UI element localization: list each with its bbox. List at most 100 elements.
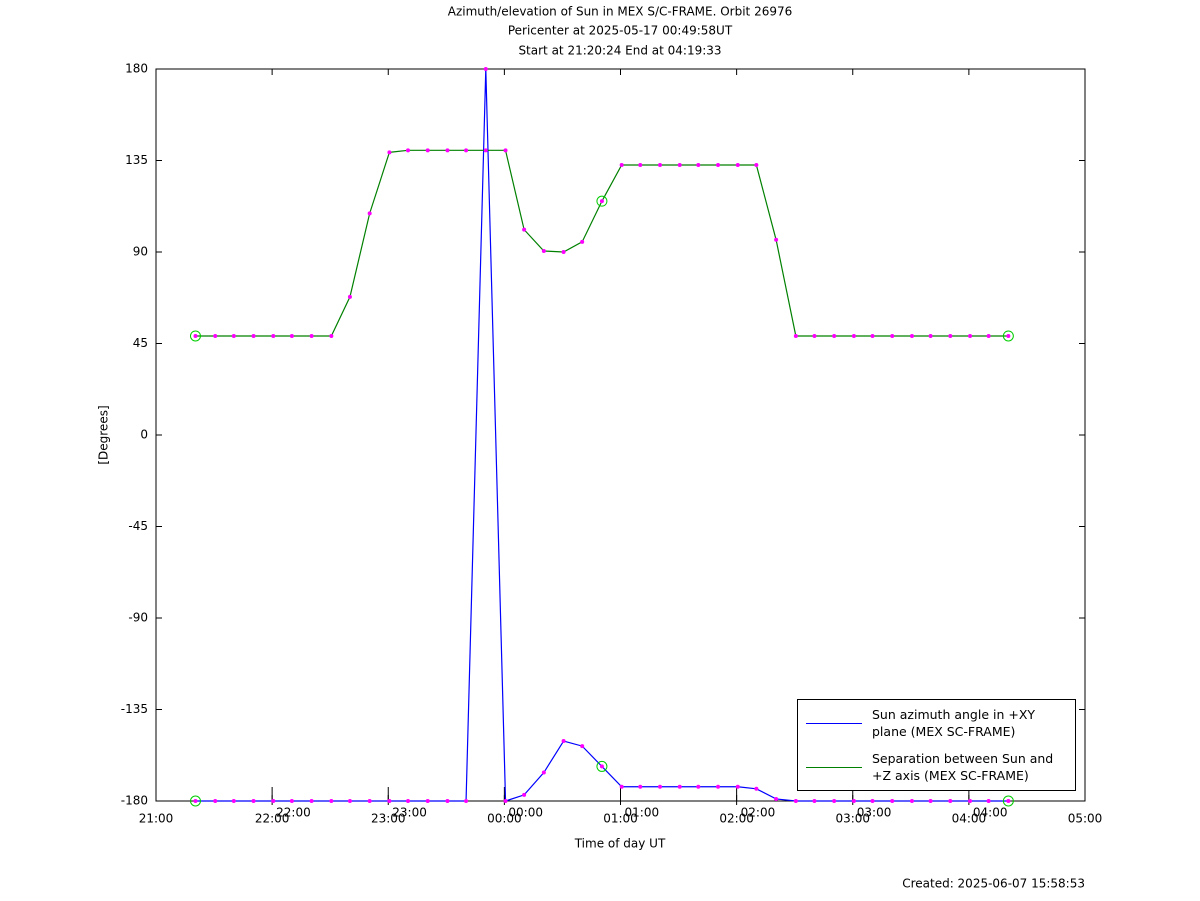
data-point xyxy=(289,333,294,338)
x-tick-label: 23:00 xyxy=(371,812,406,826)
data-point xyxy=(986,333,991,338)
data-point xyxy=(405,799,410,803)
data-point xyxy=(812,799,817,803)
data-point xyxy=(696,162,701,167)
data-point xyxy=(890,799,895,803)
data-point xyxy=(367,211,372,216)
data-point xyxy=(193,799,198,803)
data-point xyxy=(213,333,218,338)
data-point xyxy=(657,784,662,789)
x-tick-label: 00:00 xyxy=(487,812,522,826)
data-point xyxy=(851,799,856,803)
x-tick-label: 02:00 xyxy=(719,812,754,826)
data-point xyxy=(231,333,236,338)
data-point xyxy=(696,784,701,789)
y-tick-label: -180 xyxy=(121,794,148,808)
time-mark-label: 22:00 xyxy=(276,806,311,820)
data-point xyxy=(329,333,334,338)
time-mark-label: 23:00 xyxy=(392,806,427,820)
data-point xyxy=(948,799,953,803)
data-point xyxy=(774,237,779,242)
data-point xyxy=(561,250,566,254)
data-point xyxy=(1006,333,1011,338)
data-point xyxy=(716,162,721,167)
data-point xyxy=(387,150,392,155)
data-point xyxy=(193,333,198,338)
data-point xyxy=(251,799,256,803)
data-point xyxy=(735,784,740,789)
data-point xyxy=(541,248,546,253)
data-point xyxy=(522,227,527,232)
data-point xyxy=(425,799,430,803)
data-point xyxy=(405,148,410,153)
data-point xyxy=(347,799,352,803)
data-point xyxy=(968,799,973,803)
event-marker xyxy=(596,195,608,207)
x-tick-label: 22:00 xyxy=(255,812,290,826)
data-point xyxy=(213,799,218,803)
data-point xyxy=(832,799,837,803)
legend-entry: Sun azimuth angle in +XY plane (MEX SC-F… xyxy=(806,706,1071,740)
y-axis-label: [Degrees] xyxy=(97,405,111,464)
data-point xyxy=(464,148,469,153)
data-point xyxy=(541,770,546,775)
footer: Created: 2025-06-07 15:58:53 xyxy=(902,877,1085,891)
data-point xyxy=(735,162,740,167)
time-mark-label: 00:00 xyxy=(508,806,543,820)
data-point xyxy=(271,333,276,338)
data-point xyxy=(561,739,566,744)
data-point xyxy=(580,239,585,244)
data-point xyxy=(599,199,604,204)
data-point xyxy=(367,799,372,803)
data-point xyxy=(483,148,488,153)
data-point xyxy=(870,799,875,803)
data-point xyxy=(890,333,895,338)
data-point xyxy=(289,799,294,803)
event-marker xyxy=(596,760,608,772)
legend: Sun azimuth angle in +XY plane (MEX SC-F… xyxy=(797,699,1076,791)
data-point xyxy=(309,333,314,338)
data-point xyxy=(812,333,817,338)
data-point xyxy=(445,148,450,153)
x-tick-label: 03:00 xyxy=(835,812,870,826)
data-point xyxy=(677,784,682,789)
legend-swatch xyxy=(806,766,862,768)
y-tick-label: 180 xyxy=(125,62,148,76)
y-tick-label: 0 xyxy=(140,428,148,442)
data-point xyxy=(928,799,933,803)
time-mark-label: 02:00 xyxy=(741,806,776,820)
x-tick-label: 04:00 xyxy=(952,812,987,826)
y-tick-label: -45 xyxy=(128,519,148,533)
series-line xyxy=(195,68,1009,802)
chart-subtitle: Pericenter at 2025-05-17 00:49:58UT xyxy=(508,24,733,38)
data-point xyxy=(851,333,856,338)
data-point xyxy=(716,784,721,789)
data-point xyxy=(347,294,352,299)
data-point xyxy=(968,333,973,338)
data-point xyxy=(231,799,236,803)
event-marker xyxy=(1002,330,1014,342)
chart-subtitle: Start at 21:20:24 End at 04:19:33 xyxy=(518,44,721,58)
event-marker xyxy=(189,330,201,342)
data-point xyxy=(986,799,991,803)
x-tick-label: 01:00 xyxy=(603,812,638,826)
data-point xyxy=(387,799,392,803)
data-point xyxy=(503,799,508,803)
data-point xyxy=(754,786,759,791)
data-point xyxy=(909,799,914,803)
y-tick-label: 45 xyxy=(133,336,148,350)
data-point xyxy=(1006,799,1011,803)
data-point xyxy=(754,162,759,167)
data-point xyxy=(793,799,798,803)
data-point xyxy=(793,333,798,338)
data-point xyxy=(619,162,624,167)
data-point xyxy=(774,796,779,801)
data-point xyxy=(483,67,488,71)
x-tick-label: 21:00 xyxy=(139,812,174,826)
legend-label: Sun azimuth angle in +XY plane (MEX SC-F… xyxy=(872,707,1036,739)
x-axis-label: Time of day UT xyxy=(574,837,666,851)
data-point xyxy=(251,333,256,338)
event-marker xyxy=(1002,795,1014,807)
